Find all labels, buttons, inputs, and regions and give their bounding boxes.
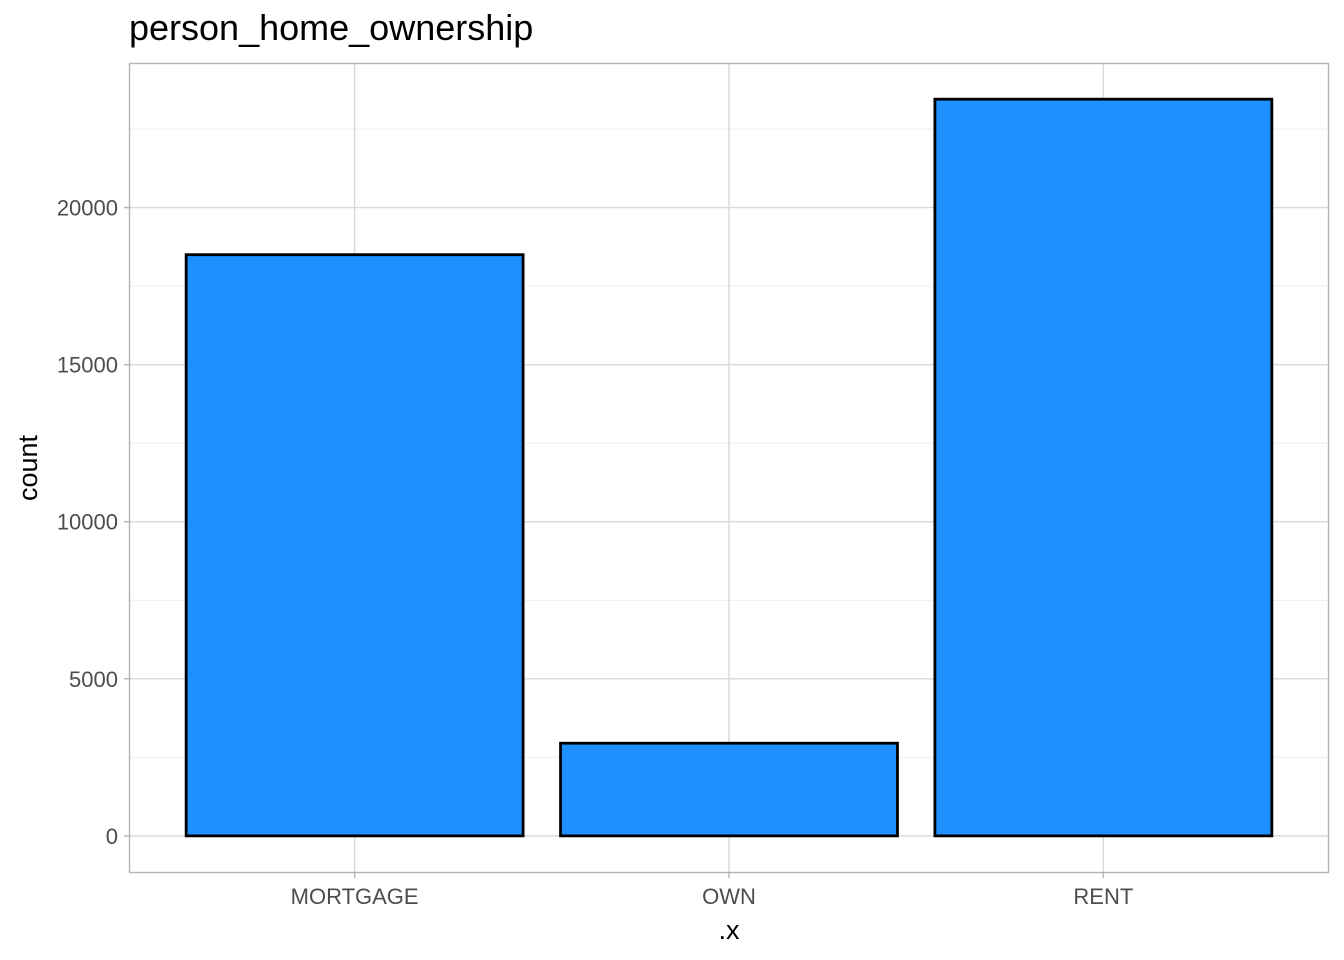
x-tick-label: OWN xyxy=(702,884,756,909)
bars xyxy=(184,97,1274,838)
chart-title: person_home_ownership xyxy=(129,7,533,48)
y-tick-label: 10000 xyxy=(57,510,118,535)
y-tick-label: 0 xyxy=(106,824,118,849)
y-tick-label: 15000 xyxy=(57,353,118,378)
x-tick-label: RENT xyxy=(1073,884,1133,909)
x-axis-title: .x xyxy=(718,915,740,945)
y-tick-label: 5000 xyxy=(69,667,118,692)
y-tick-label: 20000 xyxy=(57,196,118,221)
bar-own xyxy=(559,741,899,838)
x-tick-label: MORTGAGE xyxy=(291,884,419,909)
y-axis-title: count xyxy=(13,434,43,501)
y-axis: 0 5000 10000 15000 20000 xyxy=(57,196,130,849)
x-axis: MORTGAGE OWN RENT xyxy=(291,872,1133,909)
bar-mortgage xyxy=(184,253,525,838)
bar-rent xyxy=(933,97,1274,838)
